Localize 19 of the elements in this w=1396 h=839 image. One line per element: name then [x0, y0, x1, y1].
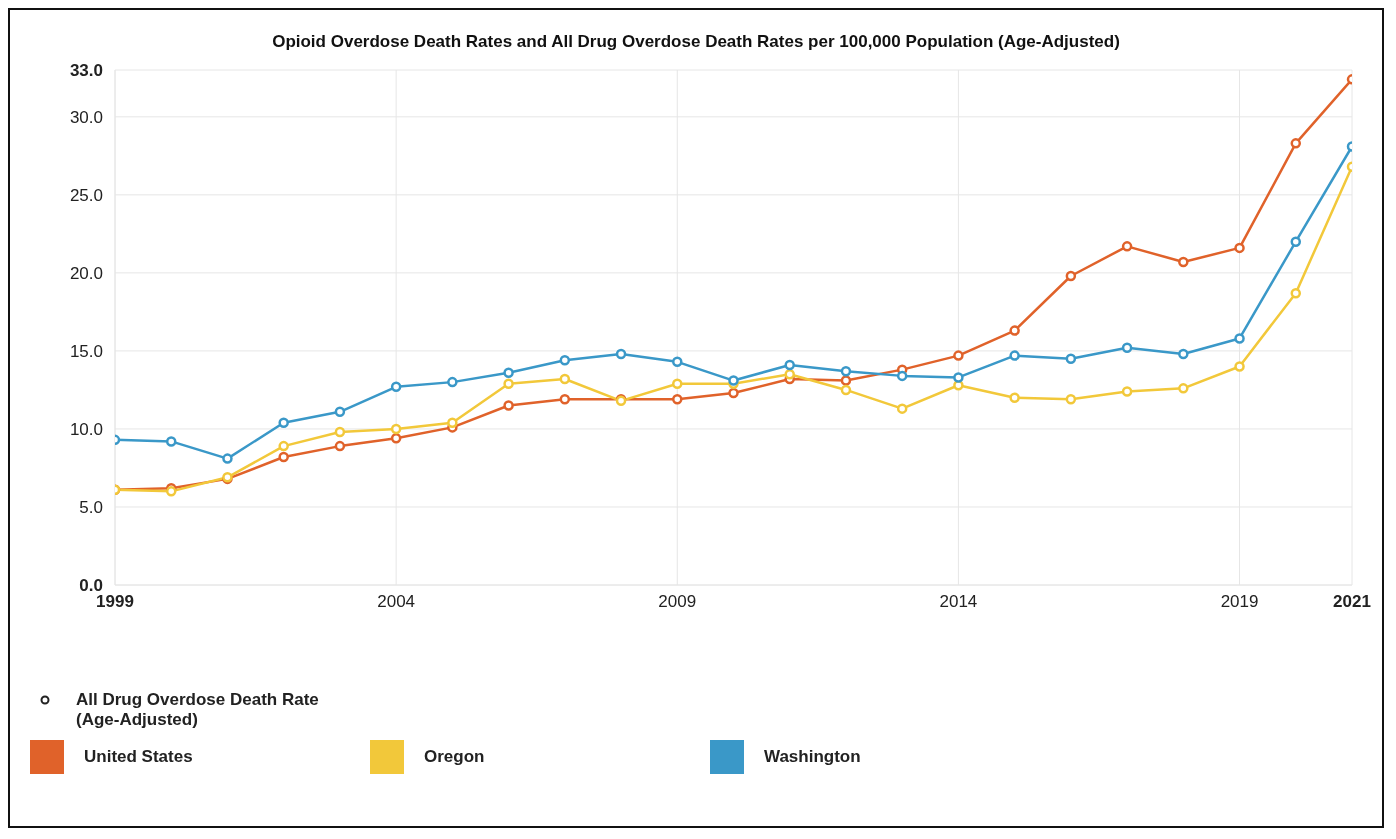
legend-label: Oregon	[424, 747, 485, 767]
y-tick-label: 0.0	[79, 576, 103, 595]
x-tick-label: 2004	[377, 592, 416, 611]
chart-title: Opioid Overdose Death Rates and All Drug Overdose Death Rates per 100,000 Population (Age-Adjusted)	[271, 31, 1121, 53]
y-tick-label: 20.0	[69, 263, 103, 283]
legend-title: All Drug Overdose Death Rate (Age-Adjusted)	[76, 690, 320, 730]
legend-label: United States	[84, 747, 193, 767]
y-tick-label: 15.0	[69, 341, 103, 361]
legend-label: Washington	[764, 747, 861, 767]
x-tick-label: 1999	[96, 592, 134, 611]
y-tick-label: 5.0	[79, 497, 103, 517]
x-tick-label: 2021	[1333, 592, 1371, 611]
x-tick-label: 2019	[1220, 592, 1259, 611]
y-tick-label: 33.0	[69, 61, 103, 80]
y-tick-label: 10.0	[69, 419, 103, 439]
x-tick-label: 2014	[939, 592, 978, 611]
y-tick-label: 25.0	[69, 185, 103, 205]
x-tick-label: 2009	[658, 592, 697, 611]
y-tick-label: 30.0	[69, 107, 103, 127]
